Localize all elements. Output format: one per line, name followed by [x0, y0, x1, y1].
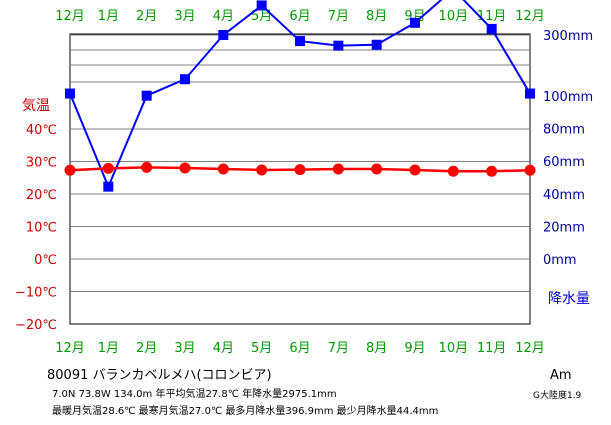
month-label-top: 7月	[328, 9, 349, 24]
temperature-point	[141, 161, 153, 173]
temperature-point	[447, 165, 459, 177]
month-label-bottom: 7月	[328, 341, 349, 356]
month-label-bottom: 8月	[366, 341, 387, 356]
precipitation-tick-label: 300mm	[543, 29, 593, 44]
temperature-tick-label: −10℃	[15, 286, 57, 301]
month-label-bottom: 5月	[251, 341, 272, 356]
temperature-point	[371, 163, 383, 175]
month-label-top: 6月	[289, 9, 310, 24]
temperature-tick-label: 0℃	[34, 253, 57, 268]
precipitation-series	[65, 0, 535, 192]
month-label-bottom: 4月	[213, 341, 234, 356]
month-label-top: 5月	[251, 9, 272, 24]
temperature-tick-label: 40℃	[26, 123, 57, 138]
precipitation-point	[410, 17, 420, 28]
month-label-top: 8月	[366, 9, 387, 24]
precipitation-line	[69, 0, 531, 190]
precipitation-point	[218, 30, 229, 40]
precipitation-point	[103, 181, 114, 192]
precipitation-point	[180, 74, 190, 85]
climate-class: Am	[550, 368, 572, 383]
temperature-point	[524, 164, 536, 176]
month-label-bottom: 6月	[289, 341, 310, 356]
precipitation-tick-label: 60mm	[543, 155, 585, 170]
month-label-bottom: 2月	[136, 341, 157, 356]
precipitation-point	[333, 40, 344, 51]
precipitation-axis: 500mm300mm100mm80mm60mm40mm20mm0mm	[543, 29, 593, 268]
month-label-top: 9月	[404, 9, 425, 24]
temperature-axis: 40℃ 30℃ 20℃ 10℃ 0℃ −10℃ −20℃	[15, 123, 57, 333]
plot-frame	[69, 33, 531, 325]
continentality: G大陸度1.9	[533, 391, 582, 401]
month-label-top: 1月	[98, 9, 119, 24]
temperature-axis-label: 気温	[22, 98, 50, 114]
precipitation-tick-label: 100mm	[543, 90, 593, 105]
temperature-point	[179, 162, 191, 174]
precipitation-tick-label: 40mm	[543, 188, 585, 203]
grid	[70, 34, 530, 292]
month-label-top: 3月	[174, 9, 195, 24]
month-label-bottom: 10月	[439, 341, 469, 356]
temperature-tick-label: −20℃	[15, 318, 57, 333]
station-extremes: 最暖月気温28.6℃ 最寒月気温27.0℃ 最多月降水量396.9mm 最少月降…	[52, 406, 439, 417]
month-label-bottom: 12月	[55, 341, 85, 356]
precipitation-point	[371, 39, 382, 50]
temperature-point	[486, 165, 498, 177]
month-label-top: 12月	[55, 9, 85, 24]
precipitation-tick-label: 0mm	[543, 253, 577, 268]
precipitation-tick-label: 20mm	[543, 220, 585, 235]
temperature-point	[217, 163, 229, 175]
temperature-point	[64, 164, 76, 176]
precipitation-point	[295, 36, 305, 47]
station-details: 7.0N 73.8W 134.0m 年平均気温27.8℃ 年降水量2975.1m…	[52, 389, 337, 400]
month-label-bottom: 3月	[174, 341, 195, 356]
precipitation-point	[525, 88, 535, 99]
precipitation-point	[65, 88, 75, 99]
precipitation-point	[486, 23, 497, 34]
precipitation-axis-label: 降水量	[548, 291, 590, 307]
temperature-tick-label: 30℃	[26, 156, 57, 171]
month-label-top: 4月	[213, 9, 234, 24]
month-labels-top: 12月 1月 2月 3月 4月 5月 6月 7月 8月 9月 10月 11月 12月	[55, 9, 545, 24]
temperature-tick-label: 20℃	[26, 188, 57, 203]
month-label-top: 10月	[439, 9, 469, 24]
month-labels-bottom: 12月 1月 2月 3月 4月 5月 6月 7月 8月 9月 10月 11月 12月	[55, 341, 545, 356]
temperature-point	[256, 164, 268, 176]
month-label-bottom: 11月	[477, 341, 507, 356]
month-label-bottom: 9月	[404, 341, 425, 356]
precipitation-tick-label: 80mm	[543, 123, 585, 138]
station-name: 80091 バランカベルメハ(コロンビア)	[47, 368, 272, 383]
month-label-top: 2月	[136, 9, 157, 24]
month-label-top: 11月	[477, 9, 507, 24]
temperature-point	[332, 163, 344, 175]
temperature-point	[294, 164, 306, 176]
month-label-top: 12月	[515, 9, 545, 24]
month-label-bottom: 1月	[98, 341, 119, 356]
month-label-bottom: 12月	[515, 341, 545, 356]
temperature-series	[64, 161, 536, 177]
precipitation-point	[141, 90, 152, 101]
temperature-point	[102, 162, 114, 174]
temperature-tick-label: 10℃	[26, 221, 57, 236]
temperature-point	[409, 164, 421, 176]
precipitation-point	[256, 0, 267, 11]
